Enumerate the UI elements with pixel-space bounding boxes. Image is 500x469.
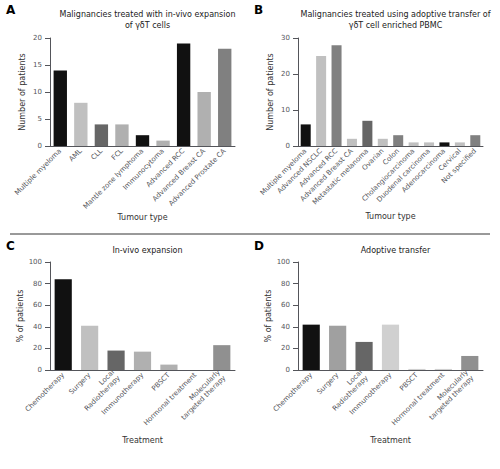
svg-text:Malignancies treated using ado: Malignancies treated using adoptive tran… [301, 10, 491, 19]
svg-text:Number of patients: Number of patients [266, 53, 275, 131]
svg-text:Local: Local [97, 368, 117, 387]
svg-text:10: 10 [281, 106, 290, 114]
svg-text:B: B [254, 3, 263, 17]
svg-text:20: 20 [33, 34, 42, 42]
svg-text:100: 100 [29, 258, 42, 266]
svg-text:Chemotherapy: Chemotherapy [272, 371, 314, 413]
svg-text:Advanced Breast CA: Advanced Breast CA [298, 147, 355, 204]
svg-text:Chemotherapy: Chemotherapy [24, 371, 66, 413]
svg-text:Multiple myeloma: Multiple myeloma [258, 147, 309, 197]
svg-text:Adenocarcinoma: Adenocarcinoma [400, 147, 448, 195]
svg-text:Tumour type: Tumour type [116, 213, 167, 222]
svg-text:Radiotherapy: Radiotherapy [83, 374, 122, 413]
svg-text:Cholangiocarcinoma: Cholangiocarcinoma [360, 147, 417, 204]
svg-text:Number of patients: Number of patients [18, 53, 27, 131]
svg-text:80: 80 [281, 280, 290, 288]
svg-text:Treatment: Treatment [121, 436, 163, 445]
svg-text:Ovarian: Ovarian [360, 147, 386, 173]
svg-text:Adoptive transfer: Adoptive transfer [361, 246, 431, 255]
svg-text:30: 30 [281, 34, 290, 42]
svg-text:20: 20 [281, 70, 290, 78]
svg-text:% of patients: % of patients [16, 289, 25, 342]
svg-text:0: 0 [286, 366, 290, 374]
svg-text:Local: Local [345, 368, 365, 387]
svg-text:Advanced NSCLC: Advanced NSCLC [275, 147, 324, 196]
svg-text:10: 10 [33, 88, 42, 96]
svg-text:Advanced RCC: Advanced RCC [297, 147, 340, 189]
svg-text:D: D [254, 239, 264, 253]
svg-text:% of patients: % of patients [264, 289, 273, 342]
svg-text:Immunotherapy: Immunotherapy [100, 371, 145, 416]
svg-text:Treatment: Treatment [369, 436, 411, 445]
svg-text:of γδT cells: of γδT cells [125, 21, 170, 30]
svg-text:C: C [6, 239, 15, 253]
svg-text:CLL: CLL [90, 147, 105, 162]
svg-text:Advanced Breast CA: Advanced Breast CA [151, 147, 207, 204]
svg-text:Duodenal carcinoma: Duodenal carcinoma [375, 147, 432, 204]
svg-text:60: 60 [281, 301, 290, 309]
svg-text:AML: AML [68, 147, 84, 163]
svg-text:Molecularly: Molecularly [435, 368, 470, 403]
svg-text:Hormonal treatment: Hormonal treatment [142, 371, 199, 428]
svg-text:20: 20 [33, 344, 42, 352]
svg-text:Surgery: Surgery [315, 371, 340, 396]
svg-text:Mantle zone lymphoma: Mantle zone lymphoma [81, 147, 146, 211]
svg-text:0: 0 [286, 142, 290, 150]
svg-text:Colon: Colon [381, 147, 401, 167]
svg-text:Tumour type: Tumour type [364, 212, 415, 221]
svg-text:Immunocytoma: Immunocytoma [121, 147, 166, 192]
svg-text:FCL: FCL [110, 147, 125, 162]
svg-text:100: 100 [277, 258, 290, 266]
svg-text:Surgery: Surgery [67, 371, 92, 396]
svg-text:Malignancies treated with in-v: Malignancies treated with in-vivo expans… [60, 10, 236, 19]
svg-text:A: A [6, 3, 16, 17]
svg-text:Hormonal treatment: Hormonal treatment [390, 371, 447, 428]
svg-text:5: 5 [38, 115, 42, 123]
svg-text:Cervical: Cervical [437, 147, 463, 173]
svg-text:PBSCT: PBSCT [398, 371, 420, 393]
svg-text:targeted therapy: targeted therapy [428, 374, 476, 422]
svg-text:Multiple myeloma: Multiple myeloma [13, 147, 63, 197]
svg-text:Radiotherapy: Radiotherapy [331, 374, 370, 413]
svg-text:15: 15 [33, 61, 42, 69]
svg-text:Advanced RCC: Advanced RCC [144, 147, 187, 189]
svg-text:0: 0 [38, 142, 42, 150]
svg-text:0: 0 [38, 366, 42, 374]
svg-text:Immunotherapy: Immunotherapy [348, 371, 393, 416]
svg-text:40: 40 [33, 323, 42, 331]
svg-text:Metastatic melanoma: Metastatic melanoma [310, 147, 371, 207]
svg-text:Molecularly: Molecularly [187, 368, 222, 403]
svg-text:60: 60 [33, 301, 42, 309]
svg-text:targeted therapy: targeted therapy [180, 374, 228, 422]
svg-text:PBSCT: PBSCT [150, 371, 172, 393]
svg-text:40: 40 [281, 323, 290, 331]
svg-text:80: 80 [33, 280, 42, 288]
svg-text:Advanced Prostate CA: Advanced Prostate CA [167, 147, 228, 208]
svg-text:Not specified: Not specified [440, 147, 478, 185]
svg-text:20: 20 [281, 344, 290, 352]
svg-text:γδT cell enriched PBMC: γδT cell enriched PBMC [349, 21, 443, 30]
svg-text:In-vivo expansion: In-vivo expansion [112, 246, 182, 255]
